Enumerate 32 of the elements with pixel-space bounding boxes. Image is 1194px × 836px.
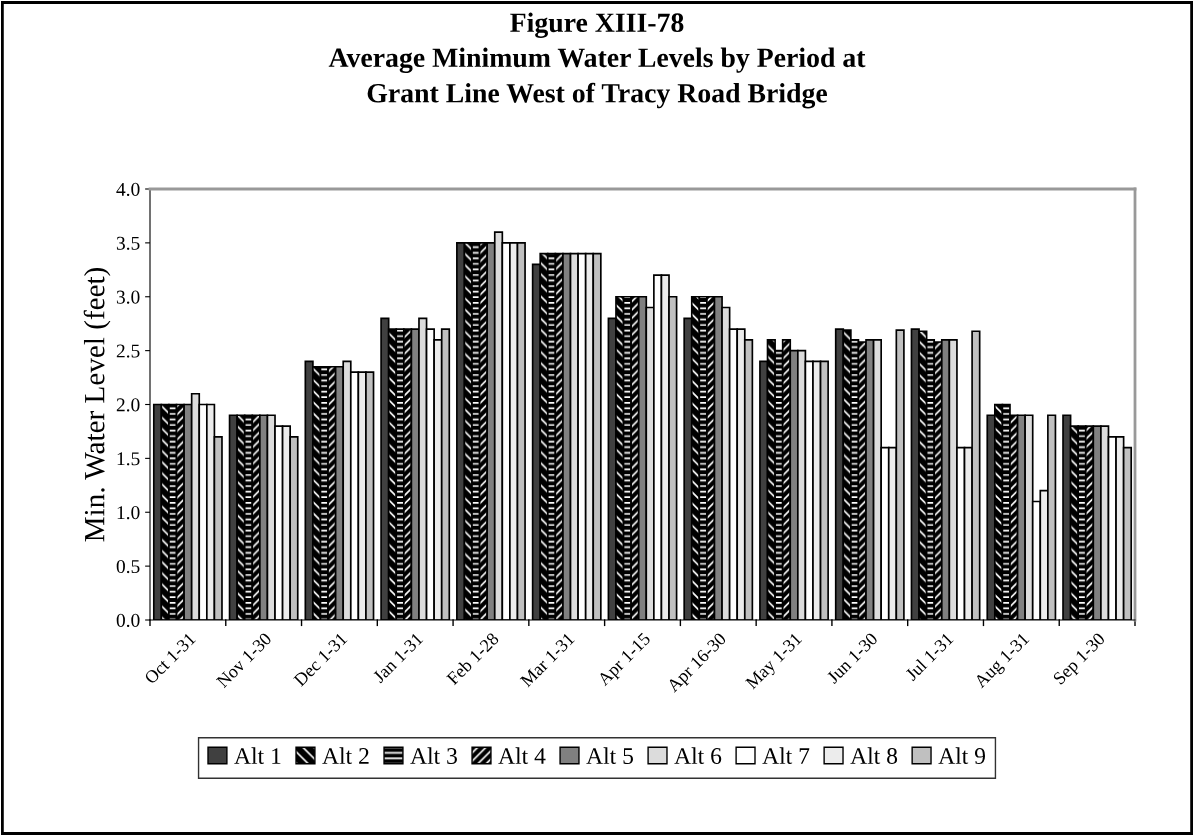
chart-title: Figure XIII-78 Average Minimum Water Levels by Period at Grant Line West of Tracy Road Bridge — [328, 12, 866, 109]
legend-label: Alt 7 — [762, 747, 810, 764]
x-tick-label: Jun 1-30 — [826, 631, 879, 685]
y-tick-label: 2.0 — [116, 398, 140, 412]
y-tick-label: 4.0 — [116, 182, 140, 197]
y-tick-label: 0.0 — [116, 613, 140, 628]
y-axis-title: Min. Water Level (feet) — [83, 267, 111, 542]
x-tick-label: Apr 1-15 — [596, 632, 654, 690]
y-tick-label: 0.5 — [116, 559, 140, 574]
y-tick-label: 3.0 — [116, 290, 140, 304]
x-tick-label: Jan 1-31 — [372, 632, 424, 684]
y-tick-label: 1.5 — [117, 452, 140, 466]
legend-label: Alt 4 — [498, 747, 546, 764]
y-tick-label: 2.5 — [116, 344, 140, 358]
legend-label: Alt 9 — [938, 747, 986, 764]
legend-label: Alt 6 — [674, 747, 722, 764]
legend-label: Alt 2 — [322, 747, 369, 764]
legend-label: Alt 8 — [850, 747, 898, 764]
x-tick-label: Feb 1-28 — [445, 631, 500, 686]
legend-label: Alt 3 — [410, 747, 457, 764]
x-tick-label: Dec 1-31 — [293, 632, 348, 687]
x-tick-label: Nov 1-30 — [215, 631, 273, 689]
legend-label: Alt 1 — [234, 747, 281, 764]
y-tick-label: 1.0 — [117, 506, 140, 520]
y-tick-label: 3.5 — [116, 236, 140, 250]
x-tick-label: Aug 1-31 — [973, 632, 1033, 692]
legend-label: Alt 5 — [586, 747, 633, 764]
x-tick-label: May 1-31 — [744, 632, 805, 693]
x-tick-label: Oct 1-31 — [143, 632, 197, 685]
x-tick-label: Sep 1-30 — [1052, 631, 1109, 688]
x-tick-label: Jul 1-31 — [904, 631, 954, 682]
x-tick-label: Mar 1-31 — [519, 632, 575, 688]
